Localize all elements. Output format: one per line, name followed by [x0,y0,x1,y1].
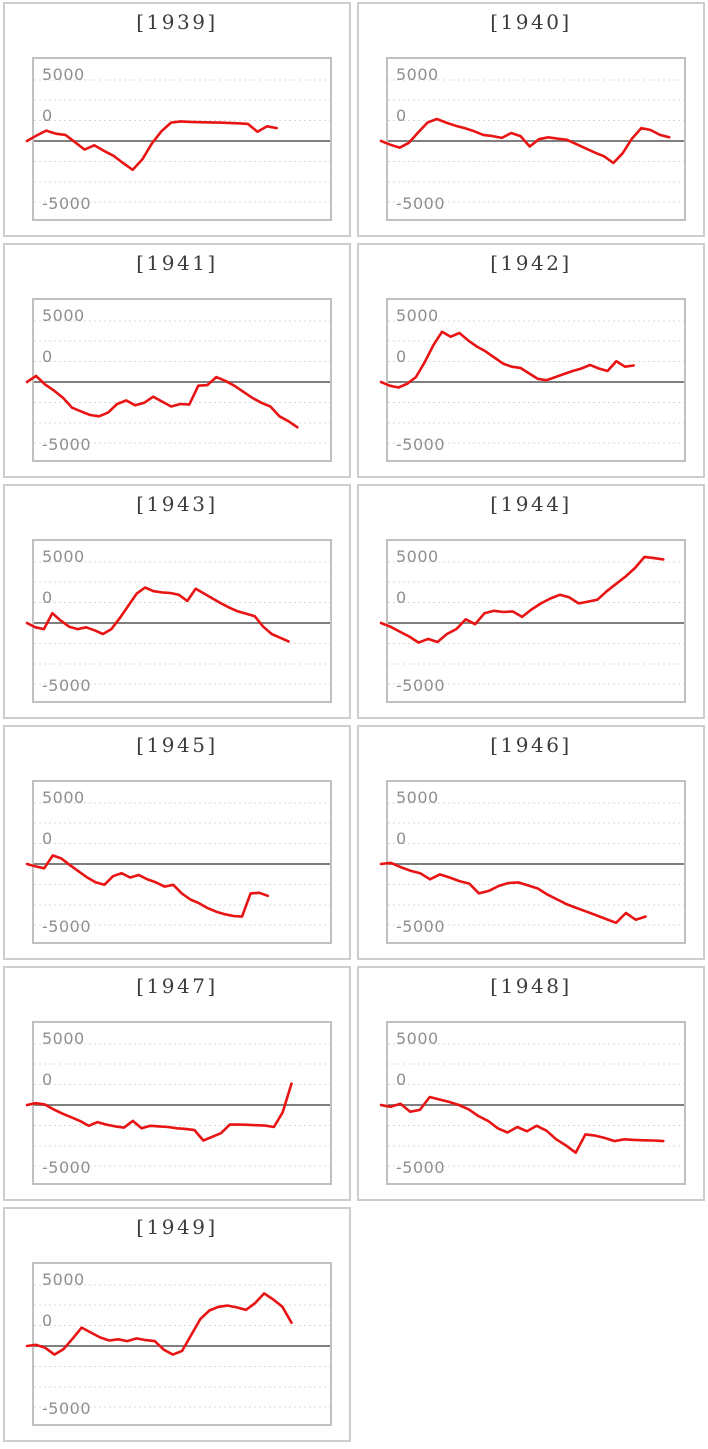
y-tick-neg5000: -5000 [396,435,445,454]
line-chart-svg [379,79,684,203]
panel-title: [1949] [136,1215,218,1239]
y-tick-neg5000: -5000 [42,194,91,213]
y-tick-5000: 5000 [42,1270,85,1289]
chart-panel: [1939] 5000 0 -5000 [3,2,351,237]
y-tick-0: 0 [396,588,407,607]
y-tick-0: 0 [42,1311,53,1330]
line-chart-svg [25,79,330,203]
y-tick-5000: 5000 [42,1029,85,1048]
y-tick-neg5000: -5000 [42,1158,91,1177]
data-series-line [25,374,299,429]
chart-panel: [1948] 5000 0 -5000 [357,966,705,1201]
chart-panel: [1943] 5000 0 -5000 [3,484,351,719]
chart-panel: [1944] 5000 0 -5000 [357,484,705,719]
y-tick-neg5000: -5000 [42,676,91,695]
y-tick-0: 0 [396,829,407,848]
data-series-line [379,117,671,165]
plot-area: 5000 0 -5000 [379,298,686,462]
y-tick-neg5000: -5000 [396,1158,445,1177]
y-tick-0: 0 [42,347,53,366]
data-series-line [25,586,290,643]
line-chart-svg [25,561,330,685]
chart-panel: [1947] 5000 0 -5000 [3,966,351,1201]
plot-area: 5000 0 -5000 [25,1262,332,1426]
chart-panel: [1941] 5000 0 -5000 [3,243,351,478]
line-chart-svg [379,802,684,926]
plot-area: 5000 0 -5000 [379,57,686,221]
y-tick-0: 0 [396,347,407,366]
y-tick-5000: 5000 [42,547,85,566]
plot-area: 5000 0 -5000 [25,57,332,221]
chart-panel: [1942] 5000 0 -5000 [357,243,705,478]
panel-title: [1939] [136,10,218,34]
plot-area: 5000 0 -5000 [25,1021,332,1185]
data-series-line [25,1082,293,1142]
y-tick-neg5000: -5000 [42,917,91,936]
line-chart-svg [25,320,330,444]
plot-area: 5000 0 -5000 [379,539,686,703]
panel-title: [1948] [490,974,572,998]
data-series-line [379,330,635,389]
chart-panel: [1940] 5000 0 -5000 [357,2,705,237]
y-tick-5000: 5000 [396,65,439,84]
y-tick-0: 0 [396,1070,407,1089]
plot-area: 5000 0 -5000 [25,539,332,703]
chart-panel: [1945] 5000 0 -5000 [3,725,351,960]
chart-panel: [1946] 5000 0 -5000 [357,725,705,960]
panel-title: [1945] [136,733,218,757]
data-series-line [379,1095,665,1154]
line-chart-svg [25,802,330,926]
y-tick-neg5000: -5000 [396,194,445,213]
panel-title: [1942] [490,251,572,275]
y-tick-0: 0 [42,588,53,607]
y-tick-0: 0 [42,829,53,848]
line-chart-svg [379,555,684,685]
plot-area: 5000 0 -5000 [379,1021,686,1185]
panel-title: [1940] [490,10,572,34]
data-series-line [379,555,665,644]
plot-area: 5000 0 -5000 [25,780,332,944]
y-tick-5000: 5000 [396,1029,439,1048]
y-tick-5000: 5000 [396,306,439,325]
y-tick-5000: 5000 [42,65,85,84]
line-chart-svg [379,1043,684,1167]
data-series-line [25,1292,293,1356]
data-series-line [25,854,270,918]
y-tick-neg5000: -5000 [42,435,91,454]
y-tick-neg5000: -5000 [396,676,445,695]
plot-area: 5000 0 -5000 [379,780,686,944]
y-tick-5000: 5000 [396,788,439,807]
data-series-line [25,120,278,172]
y-tick-0: 0 [42,106,53,125]
panel-title: [1943] [136,492,218,516]
y-tick-neg5000: -5000 [396,917,445,936]
y-tick-neg5000: -5000 [42,1399,91,1418]
panel-title: [1947] [136,974,218,998]
panel-title: [1946] [490,733,572,757]
data-series-line [379,861,647,925]
plot-area: 5000 0 -5000 [25,298,332,462]
y-tick-5000: 5000 [42,788,85,807]
panel-title: [1944] [490,492,572,516]
line-chart-svg [379,320,684,444]
y-tick-0: 0 [42,1070,53,1089]
line-chart-svg [25,1043,330,1167]
y-tick-0: 0 [396,106,407,125]
chart-panel: [1949] 5000 0 -5000 [3,1207,351,1442]
y-tick-5000: 5000 [42,306,85,325]
y-tick-5000: 5000 [396,547,439,566]
line-chart-svg [25,1284,330,1408]
panel-title: [1941] [136,251,218,275]
